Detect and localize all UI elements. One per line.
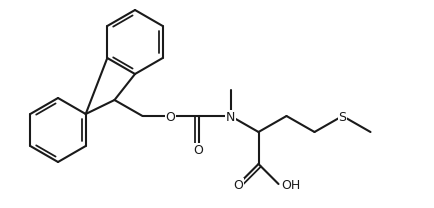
Text: OH: OH bbox=[282, 179, 301, 192]
Text: S: S bbox=[339, 111, 346, 124]
Text: O: O bbox=[165, 111, 175, 124]
Text: O: O bbox=[194, 144, 204, 157]
Text: N: N bbox=[226, 111, 235, 124]
Text: O: O bbox=[233, 179, 243, 192]
